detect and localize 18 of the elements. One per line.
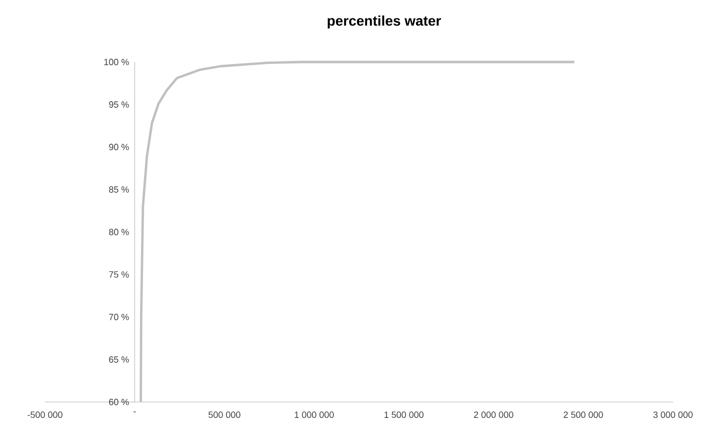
- x-tick-label: 2 500 000: [564, 412, 603, 418]
- x-tick-label: 1 000 000: [294, 412, 334, 418]
- y-tick-label: 60 %: [109, 398, 129, 406]
- y-tick-label: 70 %: [109, 314, 129, 320]
- y-tick-label: 75 %: [109, 271, 129, 278]
- y-tick-label: 65 %: [109, 356, 129, 363]
- y-tick-label: 90 %: [109, 144, 129, 150]
- chart-title: percentiles water: [328, 15, 441, 29]
- y-tick-label: 85 %: [109, 186, 129, 193]
- x-tick-label: 3 000 000: [653, 412, 693, 418]
- y-tick-label: 100 %: [104, 58, 129, 66]
- x-tick-label: 1 500 000: [384, 412, 424, 418]
- x-tick-label: 2 000 000: [474, 412, 514, 418]
- y-tick-label: 80 %: [109, 228, 129, 236]
- y-tick-label: 95 %: [109, 101, 129, 108]
- x-tick-label: -500 000: [28, 412, 62, 418]
- x-tick-label: 500 000: [208, 412, 240, 418]
- line-series: [140, 60, 576, 404]
